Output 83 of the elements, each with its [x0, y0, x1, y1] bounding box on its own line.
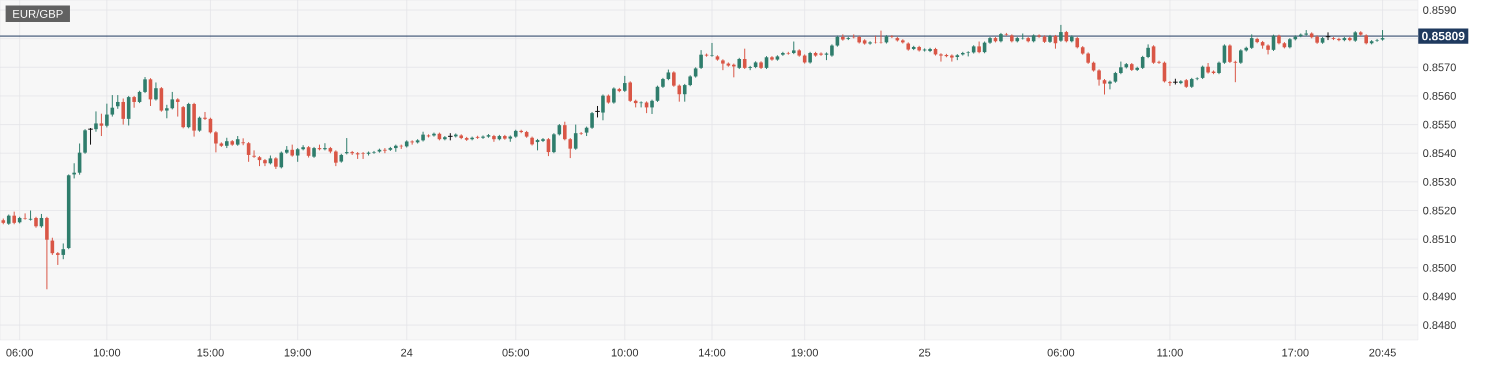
candlestick	[742, 48, 747, 70]
candlestick	[23, 212, 27, 221]
candlestick	[628, 80, 633, 103]
candlestick	[214, 130, 218, 153]
x-tick-label: 06:00	[6, 348, 33, 357]
candlestick	[594, 105, 601, 118]
candlestick	[252, 149, 256, 159]
candlestick	[1037, 33, 1041, 39]
candlestick	[83, 128, 87, 155]
candlestick	[552, 132, 556, 154]
candlestick	[541, 137, 545, 143]
candlestick	[203, 111, 207, 121]
candlestick	[443, 135, 447, 141]
candlestick	[1266, 43, 1270, 55]
candlestick	[132, 95, 136, 109]
candlestick	[301, 144, 305, 151]
y-tick-label: 0.8590	[1423, 6, 1456, 14]
y-tick-label: 0.8490	[1423, 292, 1456, 301]
candlestick	[28, 210, 33, 222]
candlestick	[154, 81, 158, 102]
candlestick	[1206, 62, 1210, 75]
x-tick-label: 06:00	[1047, 348, 1075, 357]
y-tick-label: 0.8530	[1423, 177, 1456, 186]
x-tick-label: 19:00	[284, 348, 312, 357]
x-tick-label: 10:00	[93, 348, 121, 357]
candlestick	[263, 158, 267, 167]
candlestick	[481, 134, 485, 140]
candlestick	[99, 113, 104, 137]
candlestick	[868, 40, 872, 46]
candlestick	[1108, 79, 1112, 90]
candlestick	[1228, 43, 1232, 64]
candlestick	[1168, 80, 1172, 87]
candlestick	[94, 110, 98, 133]
y-tick-label: 0.8570	[1423, 63, 1456, 72]
y-tick-label: 0.8500	[1423, 263, 1456, 272]
candlestick	[950, 53, 954, 63]
candlestick	[710, 42, 714, 58]
x-tick-label: 17:00	[1282, 348, 1309, 357]
x-tick-label: 15:00	[197, 348, 224, 357]
x-tick-label: 05:00	[502, 348, 530, 357]
candlestick	[721, 58, 725, 71]
candlestick	[121, 98, 126, 126]
x-tick-label: 11:00	[1157, 348, 1183, 357]
candlestick	[928, 47, 932, 53]
y-tick-label: 0.8480	[1423, 321, 1456, 329]
x-tick-label: 14:00	[699, 348, 726, 357]
candlestick	[181, 105, 185, 129]
candlestick	[568, 137, 573, 159]
ref-line-label: 0.85809	[1422, 31, 1465, 41]
candlestick	[819, 51, 823, 57]
y-tick-label: 0.8520	[1423, 206, 1456, 215]
y-tick-label: 0.8510	[1423, 235, 1456, 244]
candlestick	[1059, 24, 1063, 43]
candlestick	[1233, 60, 1238, 83]
x-tick-label: 25	[919, 348, 931, 357]
candlestick	[650, 99, 654, 115]
candlestick	[45, 216, 49, 290]
y-tick-label: 0.8560	[1423, 92, 1456, 100]
candlestick	[105, 103, 109, 128]
candlestick	[492, 134, 496, 143]
x-tick-label: 20:45	[1369, 348, 1396, 357]
candlestick	[573, 124, 578, 151]
candlestick	[175, 97, 180, 118]
candlestick	[344, 137, 349, 155]
candlestick	[361, 151, 365, 160]
candlestick	[410, 139, 414, 146]
candlestick	[323, 142, 327, 151]
candlestick	[781, 51, 785, 57]
candlestick	[383, 147, 387, 154]
candlestick	[563, 121, 567, 141]
text: EUR/GBP	[13, 9, 63, 18]
candlestick	[1119, 61, 1123, 75]
x-tick-label: 19:00	[791, 348, 818, 357]
candlestick	[601, 94, 605, 121]
candlestick	[87, 127, 94, 146]
y-tick-label: 0.8540	[1423, 149, 1456, 158]
x-tick-label: 24	[401, 348, 413, 357]
x-tick-label: 10:00	[611, 348, 639, 357]
y-tick-label: 0.8550	[1423, 120, 1456, 129]
candlestick	[1337, 37, 1341, 42]
candlestick	[699, 49, 703, 70]
candlestick	[939, 52, 943, 63]
candlestick	[890, 34, 894, 39]
